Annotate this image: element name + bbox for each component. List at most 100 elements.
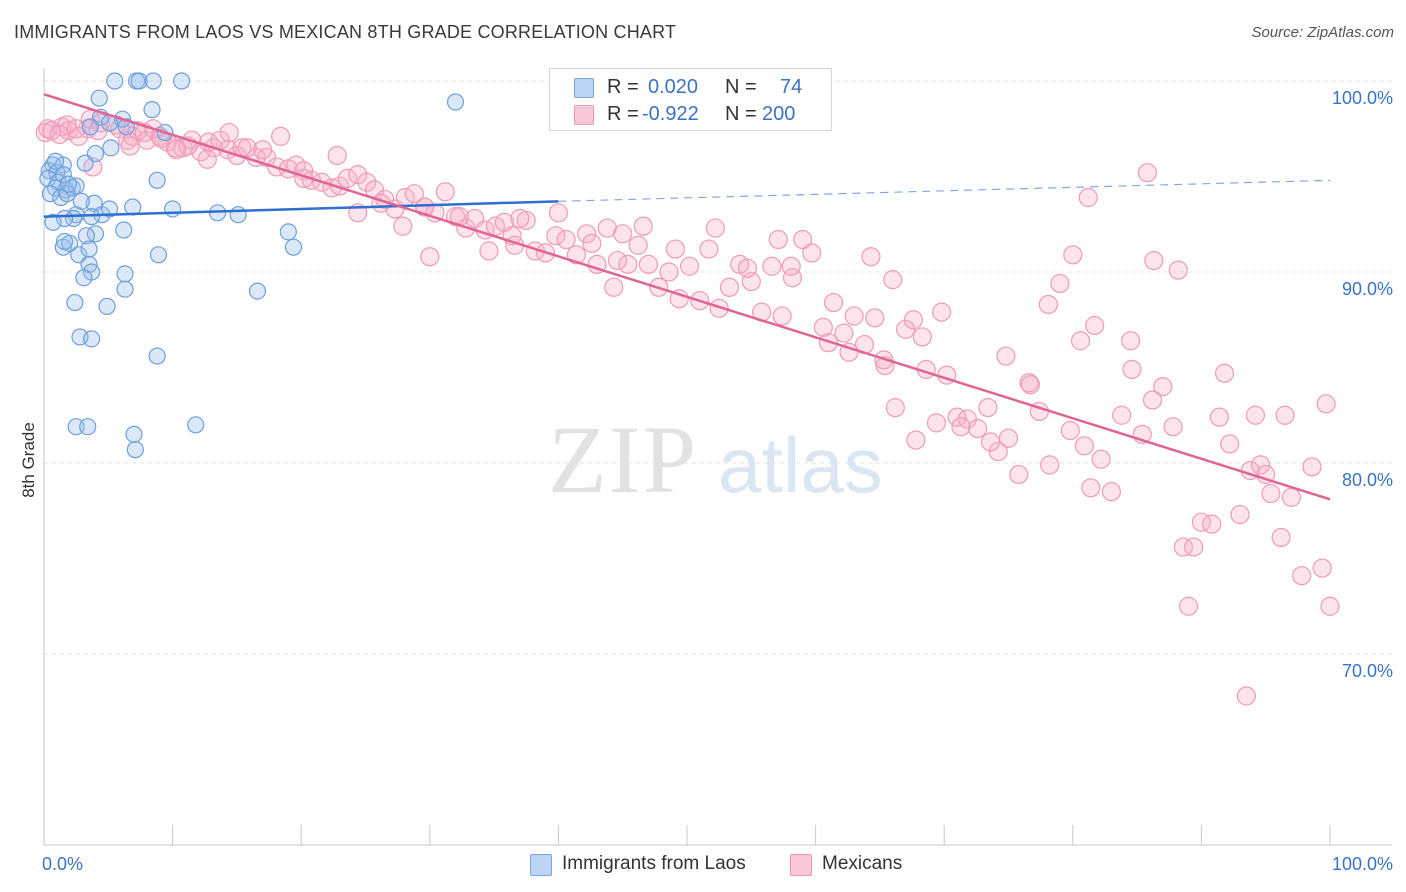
laos-point [80,240,98,258]
laos-trend-extension [558,179,1331,202]
mexicans-point [1137,163,1157,183]
mexicans-point [793,229,813,250]
laos-points [39,72,465,459]
mexicans-point [1081,478,1101,498]
mexicans-point [665,239,686,259]
laos-point [46,152,65,170]
mexicans-point [1302,457,1322,477]
mexicans-point [1236,686,1257,706]
mexicans-point [861,247,881,267]
mexicans-point [1063,245,1083,265]
mexicans-point [582,233,602,253]
mexicans-point [83,157,103,177]
mexicans-point [772,306,792,326]
laos-point [81,118,99,136]
legend-n-value: 74 [780,76,803,98]
mexicans-point [1261,483,1281,504]
mexicans-point [337,168,358,189]
mexicans-point [844,306,864,326]
legend-n-value: 200 [762,103,796,125]
laos-point [144,72,162,90]
mexicans-point [330,176,350,196]
laos-point [79,418,97,436]
mexicans-point [762,256,782,276]
laos-point [148,171,166,189]
legend-n-label: N = [725,76,763,98]
mexicans-point [906,430,926,450]
laos-point [229,206,247,224]
laos-point [100,200,119,218]
mexicans-point [556,229,576,250]
bottom-legend-label-laos: Immigrants from Laos [562,853,746,874]
mexicans-point [137,130,157,150]
laos-point [125,425,143,443]
legend-row-laos: R = 0.020 N = 74 [550,73,831,101]
laos-point [41,185,60,203]
mexicans-point [1173,537,1193,557]
mexicans-point [968,419,988,439]
mexicans-point [1038,294,1058,315]
mexicans-point [1320,596,1340,616]
mexicans-point [510,208,530,229]
mexicans-point [1163,417,1183,437]
mexicans-point [1009,464,1029,485]
mexicans-point [1101,482,1121,502]
chart-title: IMMIGRANTS FROM LAOS VS MEXICAN 8TH GRAD… [14,22,677,42]
legend-swatch-laos [574,78,594,98]
mexicans-point [327,145,347,166]
mexicans-point [1112,405,1132,425]
mexicans-point [1316,394,1336,414]
mexicans-point [998,428,1019,448]
mexicans-point [1153,377,1173,397]
mexicans-point [1230,504,1250,525]
mexicans-point [980,432,1001,452]
mexicans-point [613,224,633,244]
mexicans-point [197,149,217,169]
watermark: ZIP atlas [548,406,883,513]
y-tick-label: 80.0% [1342,470,1393,490]
correlation-legend: R = 0.020 N = 74 R = -0.922 N = 200 [549,68,832,131]
mexicans-point [435,182,455,202]
y-tick-label: 100.0% [1332,88,1393,108]
mexicans-point [607,250,628,271]
y-axis-title: 8th Grade [19,422,38,498]
watermark-zip: ZIP [548,406,698,513]
mexicans-point [219,122,239,143]
laos-point [98,297,116,315]
mexicans-point [237,138,257,158]
laos-point [116,265,134,283]
bottom-legend-mexicans: Mexicans [790,852,930,878]
mexicans-point [49,124,70,145]
mexicans-point [1275,405,1295,425]
laos-point [279,223,297,241]
legend-swatch-mexicans [574,105,594,125]
laos-point [173,72,191,90]
legend-row-mexicans: R = -0.922 N = 200 [550,100,831,128]
mexicans-point [1040,455,1060,475]
mexicans-point [824,292,844,313]
laos-point [187,416,205,434]
mexicans-point [705,218,725,238]
mexicans-point [883,270,903,290]
mexicans-point [1271,527,1291,548]
laos-point [66,293,84,312]
mexicans-point [1091,449,1111,469]
legend-n-label: N = [725,103,763,125]
mexicans-point [1184,537,1204,557]
legend-r-label: R = [607,103,645,125]
mexicans-point [1214,363,1235,383]
mexicans-point [768,229,788,250]
mexicans-point [988,441,1008,462]
laos-point [55,232,74,251]
mexicans-point [1178,596,1199,616]
mexicans-point [253,140,273,160]
mexicans-point [1168,260,1188,280]
mexicans-point [618,254,638,274]
mexicans-point [1142,390,1163,410]
mexicans-point [120,136,140,156]
laos-point [130,72,148,90]
mexicans-point [90,113,111,133]
x-tick-labels: 0.0% 100.0% [42,854,1393,874]
bottom-legend-swatch-laos [530,854,552,876]
